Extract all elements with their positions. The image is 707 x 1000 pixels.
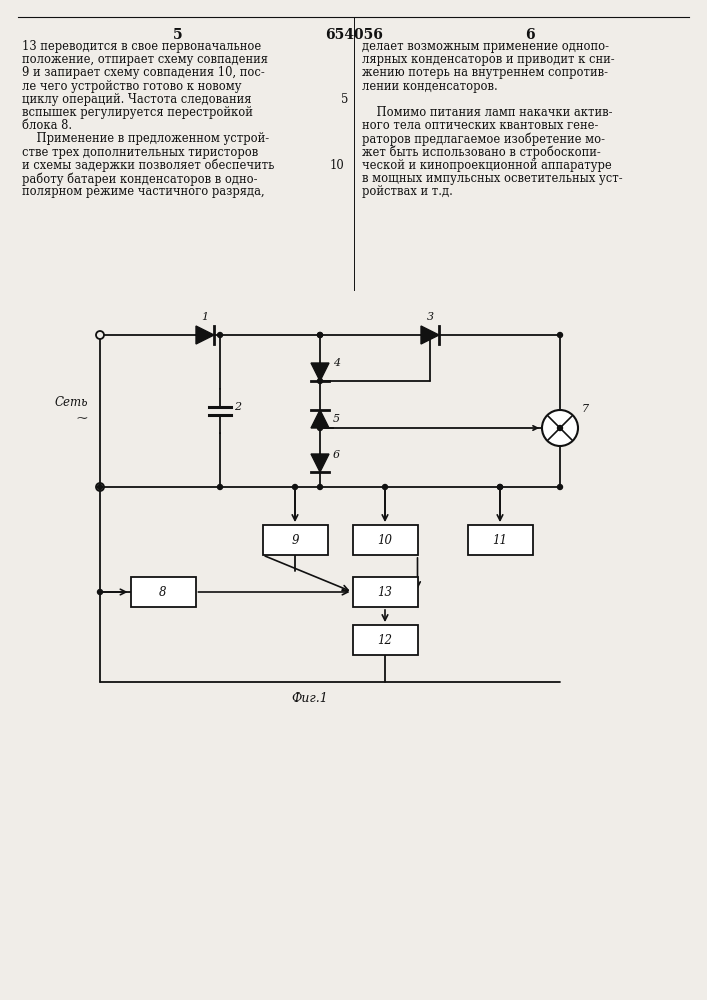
- Text: Применение в предложенном устрой-: Применение в предложенном устрой-: [22, 132, 269, 145]
- Text: ~: ~: [75, 412, 88, 426]
- Text: Сеть: Сеть: [54, 396, 88, 410]
- Circle shape: [317, 332, 322, 338]
- Text: 2: 2: [234, 402, 241, 412]
- Text: циклу операций. Частота следования: циклу операций. Частота следования: [22, 93, 252, 106]
- Text: раторов предлагаемое изобретение мо-: раторов предлагаемое изобретение мо-: [362, 132, 605, 146]
- Text: 1: 1: [201, 312, 209, 322]
- Text: 13: 13: [378, 585, 392, 598]
- Circle shape: [98, 485, 103, 489]
- Text: 3: 3: [426, 312, 433, 322]
- Text: полярном режиме частичного разряда,: полярном режиме частичного разряда,: [22, 185, 264, 198]
- Bar: [353, 525, 418, 555]
- Text: ного тела оптических квантовых гене-: ного тела оптических квантовых гене-: [362, 119, 598, 132]
- Bar: [262, 525, 327, 555]
- Text: ле чего устройство готово к новому: ле чего устройство готово к новому: [22, 80, 242, 93]
- Circle shape: [317, 332, 322, 338]
- Text: в мощных импульсных осветительных уст-: в мощных импульсных осветительных уст-: [362, 172, 623, 185]
- Circle shape: [542, 410, 578, 446]
- Text: 8: 8: [159, 585, 167, 598]
- Text: 10: 10: [378, 534, 392, 546]
- Polygon shape: [196, 326, 214, 344]
- Polygon shape: [421, 326, 439, 344]
- Text: 6: 6: [525, 28, 534, 42]
- Bar: [353, 625, 418, 655]
- Text: 6: 6: [333, 450, 340, 460]
- Polygon shape: [311, 410, 329, 428]
- Text: лярных конденсаторов и приводит к сни-: лярных конденсаторов и приводит к сни-: [362, 53, 614, 66]
- Circle shape: [96, 483, 104, 491]
- Circle shape: [317, 426, 322, 430]
- Text: 13 переводится в свое первоначальное: 13 переводится в свое первоначальное: [22, 40, 262, 53]
- Text: 11: 11: [493, 534, 508, 546]
- Circle shape: [498, 485, 503, 489]
- Circle shape: [218, 485, 223, 489]
- Circle shape: [293, 485, 298, 489]
- Circle shape: [558, 426, 563, 430]
- Circle shape: [558, 485, 563, 489]
- Text: 10: 10: [329, 159, 344, 172]
- Text: 9: 9: [291, 534, 299, 546]
- Polygon shape: [311, 454, 329, 472]
- Text: делает возможным применение однопо-: делает возможным применение однопо-: [362, 40, 609, 53]
- Bar: [467, 525, 532, 555]
- Text: Помимо питания ламп накачки актив-: Помимо питания ламп накачки актив-: [362, 106, 612, 119]
- Circle shape: [218, 332, 223, 338]
- Text: 5: 5: [333, 414, 340, 424]
- Bar: [353, 577, 418, 607]
- Bar: [131, 577, 196, 607]
- Circle shape: [317, 485, 322, 489]
- Text: и схемы задержки позволяет обеспечить: и схемы задержки позволяет обеспечить: [22, 159, 274, 172]
- Text: 5: 5: [341, 93, 348, 106]
- Text: 5: 5: [173, 28, 183, 42]
- Text: стве трех дополнительных тиристоров: стве трех дополнительных тиристоров: [22, 146, 258, 159]
- Text: Фиг.1: Фиг.1: [291, 692, 328, 705]
- Text: ройствах и т.д.: ройствах и т.д.: [362, 185, 453, 198]
- Text: блока 8.: блока 8.: [22, 119, 72, 132]
- Circle shape: [96, 331, 104, 339]
- Text: жет быть использовано в стробоскопи-: жет быть использовано в стробоскопи-: [362, 146, 601, 159]
- Text: 12: 12: [378, 634, 392, 647]
- Circle shape: [558, 332, 563, 338]
- Text: 7: 7: [582, 404, 589, 414]
- Text: 4: 4: [333, 358, 340, 368]
- Text: лении конденсаторов.: лении конденсаторов.: [362, 80, 498, 93]
- Text: 9 и запирает схему совпадения 10, пос-: 9 и запирает схему совпадения 10, пос-: [22, 66, 264, 79]
- Text: 654056: 654056: [325, 28, 383, 42]
- Circle shape: [498, 485, 503, 489]
- Circle shape: [428, 332, 433, 338]
- Text: работу батареи конденсаторов в одно-: работу батареи конденсаторов в одно-: [22, 172, 257, 186]
- Circle shape: [317, 378, 322, 383]
- Text: ческой и кинопроекционной аппаратуре: ческой и кинопроекционной аппаратуре: [362, 159, 612, 172]
- Text: положение, отпирает схему совпадения: положение, отпирает схему совпадения: [22, 53, 268, 66]
- Circle shape: [98, 589, 103, 594]
- Text: вспышек регулируется перестройкой: вспышек регулируется перестройкой: [22, 106, 253, 119]
- Text: жению потерь на внутреннем сопротив-: жению потерь на внутреннем сопротив-: [362, 66, 608, 79]
- Circle shape: [382, 485, 387, 489]
- Polygon shape: [311, 363, 329, 381]
